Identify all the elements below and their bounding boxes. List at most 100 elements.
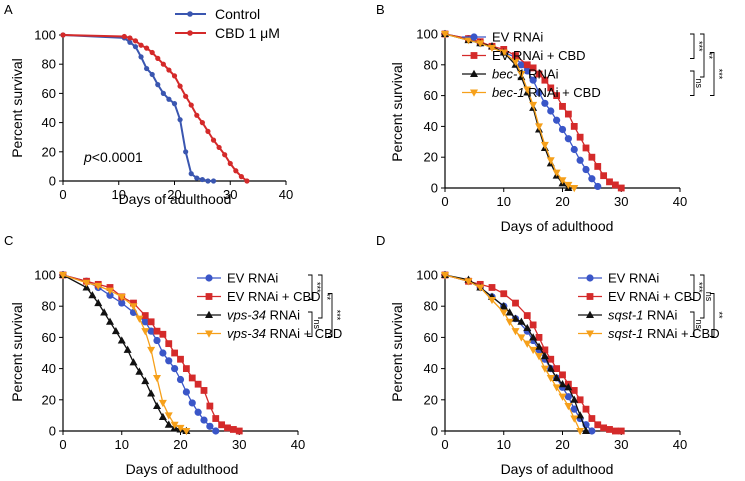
legend-marker: [205, 330, 213, 338]
data-point: [182, 428, 191, 436]
data-point: [177, 117, 183, 123]
significance-label: ns: [694, 319, 704, 329]
data-point: [135, 315, 144, 323]
legend-label: CBD 1 μM: [215, 25, 280, 41]
data-point: [499, 302, 508, 310]
data-point: [594, 421, 602, 429]
data-point: [177, 83, 183, 89]
data-point: [149, 49, 155, 56]
data-point: [617, 427, 625, 435]
data-point: [611, 427, 619, 435]
data-point: [118, 299, 126, 307]
data-point: [147, 327, 155, 335]
data-point: [523, 86, 532, 94]
legend-label: EV RNAi + CBD: [227, 289, 321, 304]
p-symbol: p: [83, 149, 92, 165]
legend-label-gene: sqst-1: [608, 308, 643, 323]
y-tick-label: 60: [42, 86, 56, 101]
y-tick-label: 100: [416, 268, 438, 283]
data-point: [611, 181, 619, 189]
data-point: [529, 101, 538, 110]
data-point: [200, 387, 208, 394]
data-point: [576, 133, 584, 141]
legend-label: bec-1 RNAi + CBD: [492, 85, 601, 100]
legend-label: EV RNAi + CBD: [492, 48, 586, 63]
x-tick-label: 0: [59, 187, 66, 202]
data-point: [170, 421, 179, 429]
significance-label: **: [322, 293, 332, 301]
y-tick-label: 100: [416, 27, 438, 42]
data-point: [588, 415, 596, 422]
data-point: [176, 375, 185, 384]
data-point: [606, 426, 613, 433]
data-point: [582, 405, 590, 413]
data-point: [505, 318, 514, 326]
legend-label-gene: bec-1: [492, 67, 525, 82]
x-tick-label: 20: [173, 437, 187, 452]
y-tick-label: 20: [42, 144, 56, 159]
data-point: [564, 403, 573, 411]
legend-label: EV RNAi: [227, 271, 278, 286]
data-point: [205, 178, 211, 184]
significance-label: ns: [312, 319, 322, 329]
panel-letter-a: A: [4, 2, 13, 17]
data-point: [188, 399, 196, 407]
data-point: [171, 365, 179, 373]
data-point: [570, 415, 579, 423]
y-axis-title: Percent survival: [9, 58, 25, 158]
data-point: [517, 61, 525, 69]
data-point: [523, 323, 532, 332]
significance-label: ns: [694, 78, 704, 88]
data-point: [441, 31, 449, 39]
y-tick-label: 40: [424, 119, 438, 134]
x-tick-label: 10: [497, 194, 511, 209]
data-point: [588, 175, 596, 183]
data-point: [129, 358, 138, 366]
legend-marker: [470, 69, 478, 77]
series-line: [62, 274, 187, 432]
data-point: [546, 157, 555, 165]
x-tick-label: 40: [291, 437, 305, 452]
data-point: [199, 176, 205, 183]
data-point: [517, 334, 526, 342]
legend-label-rest: RNAi: [643, 308, 677, 323]
data-point: [132, 44, 139, 50]
data-point: [227, 160, 233, 167]
data-point: [144, 65, 150, 72]
data-point: [511, 58, 520, 66]
data-point: [582, 426, 590, 434]
panel-letter-c: C: [4, 233, 13, 248]
data-point: [159, 330, 167, 338]
data-point: [210, 137, 217, 143]
data-point: [141, 312, 149, 319]
data-point: [59, 272, 67, 280]
p-value-annotation: p<0.0001: [83, 149, 143, 165]
data-point: [130, 299, 137, 307]
panel-d: D Percent survival Days of adulthood 0 10…: [376, 233, 724, 477]
data-point: [535, 123, 543, 131]
legend-marker: [586, 330, 594, 338]
x-tick-label: 30: [614, 194, 628, 209]
x-tick-label: 0: [441, 437, 448, 452]
data-point: [570, 123, 578, 130]
legend-marker: [586, 310, 594, 318]
data-point: [558, 177, 567, 185]
x-tick-label: 30: [614, 437, 628, 452]
significance-label: ***: [694, 282, 704, 293]
data-point: [117, 336, 126, 344]
series-sqst-1-rnai-cbd: [441, 272, 585, 436]
data-point: [464, 278, 473, 286]
data-point: [177, 355, 184, 363]
data-point: [199, 120, 205, 126]
data-point: [559, 371, 566, 379]
data-point: [505, 308, 514, 316]
data-point: [523, 312, 531, 319]
data-point: [464, 37, 473, 45]
data-point: [512, 52, 519, 59]
legend-marker: [205, 274, 213, 282]
y-axis-title: Percent survival: [9, 302, 25, 402]
x-tick-label: 30: [232, 437, 246, 452]
significance-label: ***: [332, 310, 342, 321]
data-point: [552, 373, 561, 381]
x-axis-title: Days of adulthood: [126, 461, 239, 477]
